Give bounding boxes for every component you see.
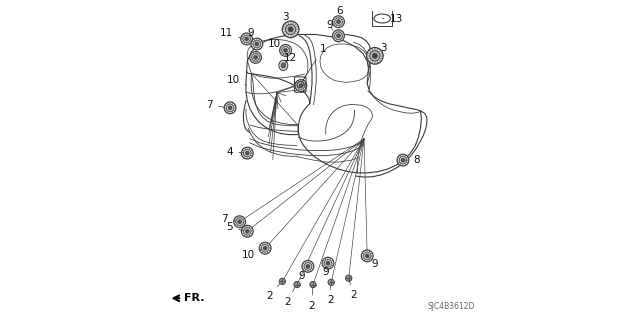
Circle shape xyxy=(299,84,303,87)
Text: 7: 7 xyxy=(221,214,236,225)
Circle shape xyxy=(370,51,380,61)
Circle shape xyxy=(310,281,316,288)
Circle shape xyxy=(284,48,287,52)
Circle shape xyxy=(333,16,344,28)
Circle shape xyxy=(259,242,271,254)
Text: 11: 11 xyxy=(220,28,241,39)
Circle shape xyxy=(261,244,269,252)
Circle shape xyxy=(251,38,263,50)
Circle shape xyxy=(399,156,407,164)
Text: 2: 2 xyxy=(328,285,334,306)
Text: 12: 12 xyxy=(284,53,296,63)
Circle shape xyxy=(401,158,405,162)
Text: 2: 2 xyxy=(308,287,315,311)
Circle shape xyxy=(279,278,285,285)
Circle shape xyxy=(326,261,330,265)
Circle shape xyxy=(226,104,234,112)
Circle shape xyxy=(253,56,257,59)
Text: FR.: FR. xyxy=(184,293,205,303)
Circle shape xyxy=(228,106,232,110)
Circle shape xyxy=(253,40,260,48)
Circle shape xyxy=(346,275,352,281)
Text: 9: 9 xyxy=(323,263,329,277)
Text: 10: 10 xyxy=(268,39,285,50)
Circle shape xyxy=(367,48,383,64)
Text: 3: 3 xyxy=(375,43,387,56)
Circle shape xyxy=(241,225,253,237)
Circle shape xyxy=(295,80,307,92)
Circle shape xyxy=(364,252,371,260)
Circle shape xyxy=(333,30,344,42)
Text: 9: 9 xyxy=(247,28,255,41)
Circle shape xyxy=(280,44,291,56)
Text: 4: 4 xyxy=(227,146,243,157)
Text: 13: 13 xyxy=(382,13,403,24)
Text: 10: 10 xyxy=(241,249,262,260)
Circle shape xyxy=(362,250,373,262)
Circle shape xyxy=(285,24,296,34)
Circle shape xyxy=(243,35,250,43)
Circle shape xyxy=(365,254,369,258)
Circle shape xyxy=(335,32,342,40)
Circle shape xyxy=(297,82,305,89)
Text: 2: 2 xyxy=(285,287,295,307)
Text: 9: 9 xyxy=(298,266,307,281)
Circle shape xyxy=(243,149,251,157)
Ellipse shape xyxy=(279,60,288,70)
Circle shape xyxy=(372,53,378,58)
Circle shape xyxy=(302,260,314,272)
Circle shape xyxy=(245,229,249,233)
Circle shape xyxy=(397,154,409,166)
Text: 2: 2 xyxy=(266,284,280,301)
Text: 8: 8 xyxy=(405,155,420,165)
Text: 3: 3 xyxy=(282,11,291,29)
Circle shape xyxy=(243,227,251,235)
Circle shape xyxy=(224,102,236,114)
Circle shape xyxy=(237,220,241,224)
Circle shape xyxy=(250,52,262,63)
Text: SJC4B3612D: SJC4B3612D xyxy=(428,302,475,311)
Circle shape xyxy=(241,33,253,45)
Text: 2: 2 xyxy=(349,281,356,300)
Circle shape xyxy=(241,147,253,159)
Circle shape xyxy=(335,18,342,26)
Circle shape xyxy=(324,259,332,267)
Circle shape xyxy=(234,216,246,228)
Circle shape xyxy=(252,54,259,61)
Circle shape xyxy=(282,21,299,38)
Circle shape xyxy=(282,47,289,54)
Circle shape xyxy=(328,279,334,286)
Text: 5: 5 xyxy=(227,222,243,232)
Text: 9: 9 xyxy=(326,20,333,30)
Text: 6: 6 xyxy=(337,6,343,19)
Text: 10: 10 xyxy=(227,75,246,85)
Circle shape xyxy=(245,151,249,155)
Circle shape xyxy=(322,257,334,269)
Circle shape xyxy=(306,264,310,268)
Circle shape xyxy=(337,20,340,24)
Circle shape xyxy=(304,263,312,270)
Circle shape xyxy=(263,246,267,250)
Circle shape xyxy=(236,218,243,226)
Text: 9: 9 xyxy=(367,256,378,269)
Ellipse shape xyxy=(281,63,285,68)
Text: 1: 1 xyxy=(301,44,326,82)
Text: 7: 7 xyxy=(207,100,225,110)
Circle shape xyxy=(255,42,259,46)
Circle shape xyxy=(294,281,300,288)
Circle shape xyxy=(337,34,340,38)
Circle shape xyxy=(244,37,248,41)
Circle shape xyxy=(288,27,293,32)
